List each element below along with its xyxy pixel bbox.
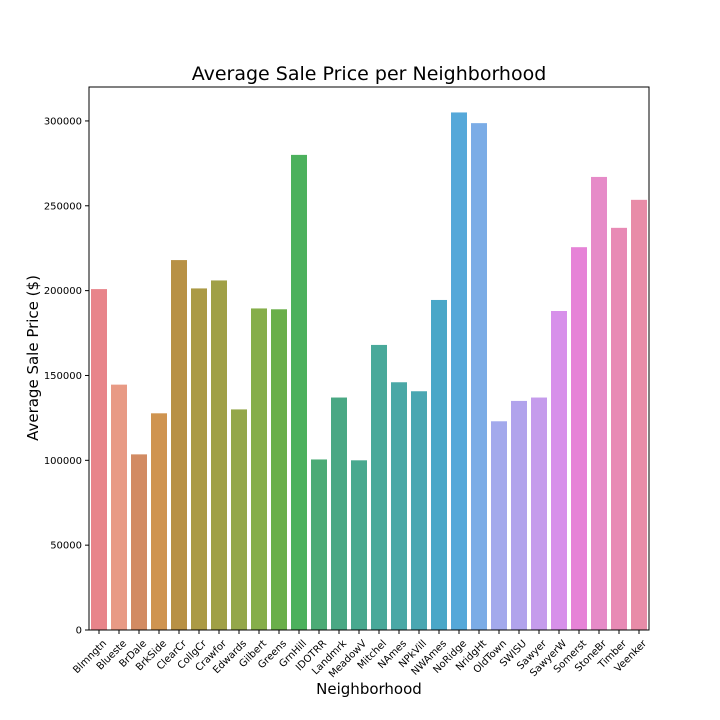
y-tick-label: 200000	[44, 286, 82, 297]
bar-noridge	[451, 112, 467, 630]
bar-brkside	[151, 413, 167, 630]
bar-gilbert	[251, 308, 267, 630]
bar-grnhill	[291, 154, 307, 631]
bar-names	[391, 382, 407, 630]
bars-group	[91, 112, 647, 631]
bar-nwames	[431, 299, 447, 630]
bar-oldtown	[491, 421, 507, 630]
bar-mitchel	[371, 344, 387, 630]
y-tick-label: 250000	[44, 201, 82, 212]
bar-blmngtn	[91, 289, 107, 630]
bar-brdale	[131, 454, 147, 630]
bar-landmrk	[331, 397, 347, 630]
chart-title: Average Sale Price per Neighborhood	[192, 63, 547, 85]
y-tick-label: 0	[76, 626, 82, 637]
bar-veenker	[631, 199, 647, 630]
y-tick-label: 300000	[44, 116, 82, 127]
x-axis-ticks: BlmngtnBluesteBrDaleBrkSideClearCrCollgC…	[71, 630, 650, 680]
y-tick-label: 50000	[50, 541, 82, 552]
bar-somerst	[571, 247, 587, 630]
bar-greens	[271, 309, 287, 630]
bar-crawfor	[211, 280, 227, 630]
bar-meadowv	[351, 460, 367, 630]
bar-sawyer	[531, 397, 547, 630]
bar-idotrr	[311, 459, 327, 630]
x-axis-title: Neighborhood	[316, 680, 422, 698]
bar-swisu	[511, 400, 527, 630]
y-tick-label: 150000	[44, 371, 82, 382]
bar-clearcr	[171, 260, 187, 630]
bar-collgcr	[191, 288, 207, 630]
bar-edwards	[231, 409, 247, 630]
bar-npkvill	[411, 391, 427, 630]
bar-nridght	[471, 123, 487, 630]
y-axis-ticks: 0 50000 100000 150000 200000 250000 300000	[44, 116, 89, 637]
y-tick-label: 100000	[44, 456, 82, 467]
bar-sawyerw	[551, 310, 567, 630]
bar-stonebr	[591, 176, 607, 630]
bar-timber	[611, 227, 627, 630]
plot-frame	[88, 86, 650, 631]
bar-blueste	[111, 384, 127, 630]
y-axis-title: Average Sale Price ($)	[24, 275, 42, 441]
